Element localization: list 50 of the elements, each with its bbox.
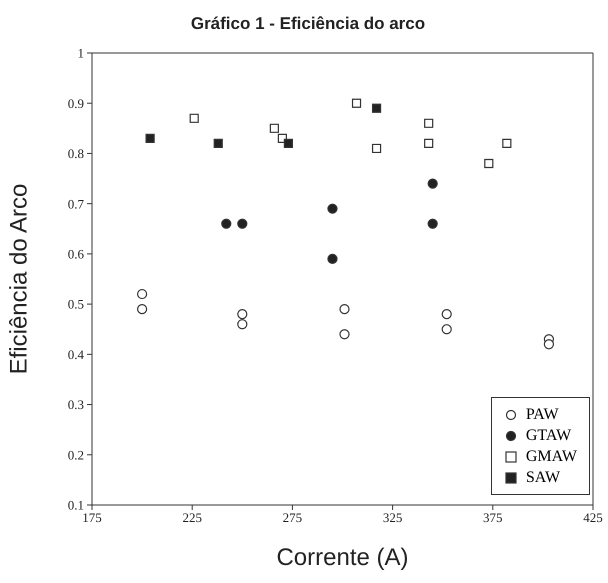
point xyxy=(544,339,554,350)
point xyxy=(146,134,155,143)
legend-label: PAW xyxy=(526,405,559,425)
y-tick-label: 0.5 xyxy=(68,296,84,312)
point xyxy=(190,114,199,123)
point xyxy=(327,204,338,214)
x-tick-label: 325 xyxy=(382,510,402,526)
x-tick-label: 375 xyxy=(483,510,503,526)
x-axis-title: Corrente (A) xyxy=(276,544,409,571)
point xyxy=(339,329,350,340)
point xyxy=(424,118,434,128)
y-tick-label: 0.6 xyxy=(68,246,84,262)
y-tick-label: 0.2 xyxy=(68,447,84,462)
point xyxy=(284,138,293,148)
y-tick-label: 0.7 xyxy=(68,196,84,212)
y-tick-label: 0.1 xyxy=(68,498,84,513)
x-tick-label: 225 xyxy=(182,510,202,526)
y-axis-title: Eficiência do Arco xyxy=(6,184,33,374)
point xyxy=(502,138,512,148)
point xyxy=(424,138,434,148)
legend-label: GTAW xyxy=(526,426,572,446)
point xyxy=(237,309,248,320)
point xyxy=(428,178,438,189)
point xyxy=(136,304,148,314)
x-tick-label: 275 xyxy=(282,510,302,526)
y-tick-label: 1 xyxy=(78,46,84,61)
point xyxy=(327,254,338,264)
point xyxy=(442,324,452,334)
y-tick-label: 0.8 xyxy=(68,146,84,162)
point xyxy=(484,158,494,168)
point xyxy=(339,304,350,314)
x-tick-label: 425 xyxy=(583,510,603,526)
chart-title: Gráfico 1 - Eficiência do arco xyxy=(190,13,426,35)
y-tick-label: 0.4 xyxy=(68,346,84,362)
point xyxy=(237,319,248,330)
point xyxy=(214,138,223,148)
point xyxy=(270,124,279,133)
legend-label: SAW xyxy=(526,468,560,488)
point xyxy=(136,288,148,300)
point xyxy=(428,218,438,229)
point xyxy=(372,144,382,154)
point xyxy=(372,104,382,113)
y-tick-label: 0.3 xyxy=(68,397,84,412)
legend-label: GMAW xyxy=(526,447,577,467)
y-tick-label: 0.9 xyxy=(68,96,84,111)
point xyxy=(442,309,452,320)
point xyxy=(352,98,362,108)
x-tick-label: 175 xyxy=(82,510,102,526)
point xyxy=(237,218,248,229)
point xyxy=(221,218,232,229)
